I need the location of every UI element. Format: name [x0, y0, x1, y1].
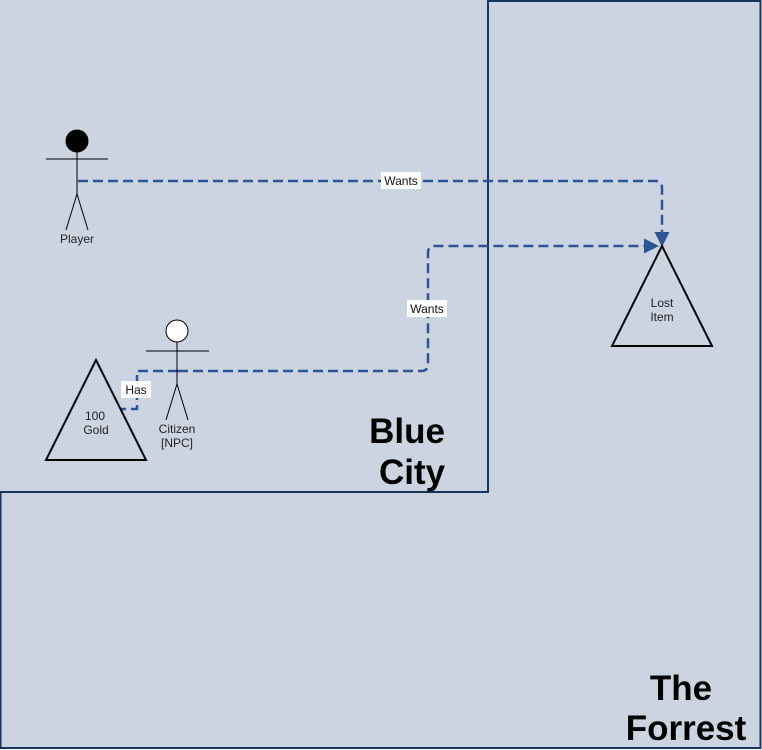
citizen-label-line2: [NPC]	[161, 436, 193, 450]
gold-triangle	[44, 357, 148, 461]
player-wants-label-text: Wants	[384, 174, 418, 188]
player-actor-icon	[46, 129, 108, 231]
citizen-wants-label: Wants	[407, 300, 447, 317]
citizen-has-label-text: Has	[125, 383, 146, 397]
city-label-line2: City	[379, 453, 446, 492]
forest-label-line1: The	[650, 669, 712, 708]
citizen-wants-label-text: Wants	[410, 302, 444, 316]
gold-label-line1: 100	[85, 409, 105, 423]
citizen-actor-icon	[146, 319, 209, 421]
citizen-has-label: Has	[121, 381, 151, 398]
player-wants-edge	[78, 179, 670, 247]
lost-item-label-line1: Lost	[651, 296, 674, 310]
citizen-label-line1: Citizen	[159, 422, 196, 436]
player-wants-label: Wants	[381, 172, 421, 189]
city-label-line1: Blue	[369, 412, 445, 451]
lost-item-triangle	[610, 243, 714, 347]
player-label: Player	[60, 232, 94, 246]
forest-label-line2: Forrest	[626, 709, 747, 748]
lost-item-label-line2: Item	[650, 310, 673, 324]
gold-label-line2: Gold	[83, 423, 108, 437]
